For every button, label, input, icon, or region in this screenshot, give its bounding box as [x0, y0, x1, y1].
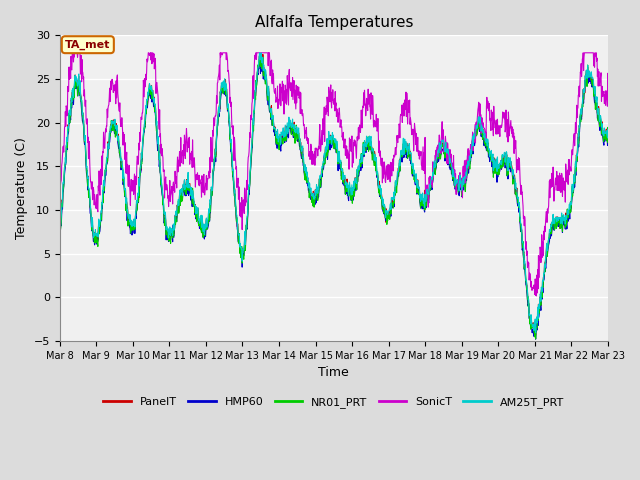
Y-axis label: Temperature (C): Temperature (C)	[15, 137, 28, 239]
Title: Alfalfa Temperatures: Alfalfa Temperatures	[255, 15, 413, 30]
Legend: PanelT, HMP60, NR01_PRT, SonicT, AM25T_PRT: PanelT, HMP60, NR01_PRT, SonicT, AM25T_P…	[99, 393, 569, 412]
X-axis label: Time: Time	[319, 366, 349, 379]
Text: TA_met: TA_met	[65, 39, 111, 50]
